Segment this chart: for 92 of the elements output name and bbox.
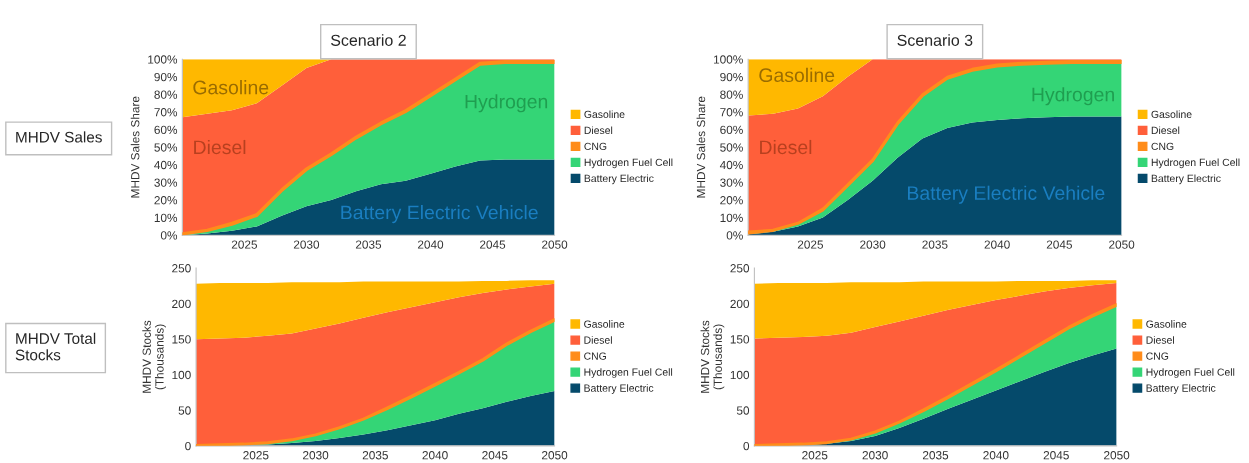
y-tick-label: 60%: [720, 125, 743, 135]
legend-label: Gasoline: [1146, 320, 1187, 328]
x-tick-label: 2040: [417, 240, 444, 249]
y-tick-label: 70%: [154, 108, 178, 117]
text: MHDV Total Stocks: [15, 332, 96, 361]
y-tick-label: 100: [172, 370, 191, 380]
x-tick-label: 2040: [983, 451, 1009, 460]
x-tick-label: 2045: [479, 240, 506, 249]
x-tick-label: 2025: [243, 451, 269, 460]
x-tick-label: 2030: [303, 451, 329, 460]
y-tick-label: 200: [172, 299, 191, 309]
legend-label: Hydrogen Fuel Cell: [1146, 368, 1235, 378]
legend-label: CNG: [584, 352, 606, 360]
y-axis-title: MHDV Sales Share: [130, 96, 140, 198]
x-tick-label: 2025: [802, 451, 828, 460]
x-tick-label: 2040: [422, 451, 448, 460]
y-tick-label: 50%: [154, 143, 178, 152]
x-tick-label: 2045: [482, 451, 508, 460]
legend-label: Diesel: [1146, 336, 1174, 344]
x-tick-label: 2040: [984, 240, 1010, 249]
legend-label: Diesel: [584, 336, 612, 344]
annotation: Gasoline: [759, 67, 835, 83]
y-tick-label: 20%: [720, 196, 743, 205]
y-tick-label: 50: [178, 406, 191, 415]
annotation: Diesel: [760, 139, 812, 155]
y-tick-label: 90%: [154, 72, 178, 82]
x-tick-label: 2050: [1104, 451, 1130, 460]
legend-label: Hydrogen Fuel Cell: [584, 158, 673, 169]
annotation: Gasoline: [193, 80, 269, 95]
y-tick-label: 40%: [154, 160, 178, 170]
y-tick-label: 80%: [720, 90, 743, 99]
y-tick-label: 80%: [154, 90, 178, 99]
y-tick-label: 250: [172, 264, 191, 273]
x-tick-label: 2030: [860, 240, 886, 249]
y-tick-label: 50%: [720, 143, 743, 152]
y-tick-label: 100: [730, 370, 750, 380]
annotation: Battery Electric Vehicle: [341, 205, 538, 224]
y-tick-label: 70%: [720, 108, 743, 117]
legend-label: Gasoline: [584, 110, 625, 119]
x-tick-label: 2035: [922, 451, 949, 460]
legend-label: Battery Electric: [584, 384, 654, 394]
x-tick-label: 2050: [542, 451, 568, 460]
y-tick-label: 0: [743, 441, 750, 451]
y-tick-label: 30%: [720, 178, 743, 187]
x-tick-label: 2050: [542, 240, 568, 249]
y-tick-label: 0%: [726, 231, 743, 240]
legend-label: Gasoline: [1151, 110, 1192, 119]
y-tick-label: 100%: [148, 55, 178, 64]
y-tick-label: 150: [730, 335, 750, 344]
annotation: Battery Electric Vehicle: [908, 185, 1105, 204]
legend-label: Diesel: [1151, 126, 1180, 135]
y-tick-label: 60%: [154, 125, 178, 135]
legend-label: Hydrogen Fuel Cell: [1151, 158, 1240, 169]
legend-label: CNG: [1146, 352, 1169, 360]
legend-label: Hydrogen Fuel Cell: [584, 368, 673, 378]
y-tick-label: 100%: [714, 55, 743, 64]
y-tick-label: 250: [730, 264, 750, 273]
legend-label: CNG: [584, 142, 607, 151]
x-tick-label: 2045: [1046, 240, 1072, 249]
chart-title: Scenario 3: [897, 34, 973, 46]
legend-label: Gasoline: [584, 320, 625, 328]
chart-title: Scenario 2: [331, 34, 406, 46]
legend-label: Battery Electric: [1151, 174, 1221, 185]
y-tick-label: 30%: [154, 178, 178, 187]
y-tick-label: 40%: [719, 160, 743, 170]
annotation: Diesel: [194, 139, 246, 155]
x-tick-label: 2045: [1043, 451, 1069, 460]
legend-label: Diesel: [584, 126, 613, 135]
y-tick-label: 20%: [154, 196, 178, 205]
legend-label: Battery Electric: [1146, 384, 1216, 394]
x-tick-label: 2050: [1109, 240, 1135, 249]
x-tick-label: 2030: [293, 240, 320, 249]
text: MHDV Sales: [16, 131, 102, 143]
y-axis-title: MHDV Sales Share: [696, 96, 706, 198]
x-tick-label: 2035: [355, 240, 382, 249]
x-tick-label: 2025: [797, 240, 824, 249]
x-tick-label: 2030: [862, 451, 888, 460]
y-tick-label: 90%: [720, 72, 743, 82]
y-tick-label: 0%: [160, 231, 178, 240]
y-tick-label: 200: [730, 299, 750, 309]
y-axis-title: MHDV Stocks (Thousands): [700, 320, 725, 393]
y-tick-label: 50: [736, 406, 750, 415]
y-tick-label: 150: [172, 335, 191, 344]
y-tick-label: 0: [185, 441, 191, 451]
y-axis-title: MHDV Stocks (Thousands): [142, 320, 166, 393]
y-tick-label: 10%: [154, 213, 178, 222]
x-tick-label: 2035: [922, 240, 948, 249]
x-tick-label: 2035: [362, 451, 388, 460]
x-tick-label: 2025: [231, 240, 258, 249]
legend-label: Battery Electric: [584, 174, 654, 185]
y-tick-label: 10%: [720, 213, 743, 222]
legend-label: CNG: [1151, 142, 1174, 151]
